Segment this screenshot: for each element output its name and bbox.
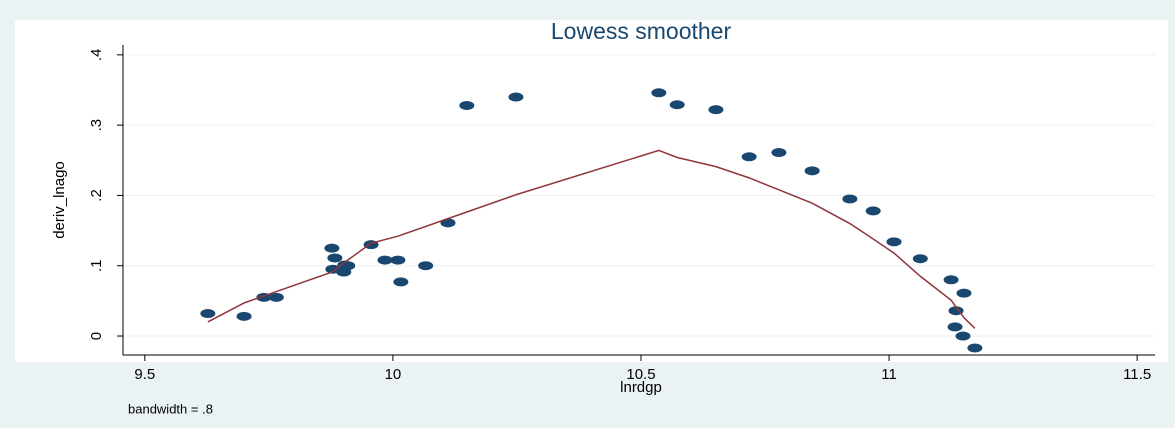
point xyxy=(741,152,757,162)
y-tick-label: .3 xyxy=(88,119,105,132)
point xyxy=(377,255,393,265)
x-tick-label: 11.5 xyxy=(1123,366,1151,383)
point xyxy=(804,166,820,176)
x-tick-label: 10.5 xyxy=(626,366,655,383)
point xyxy=(200,309,216,319)
point xyxy=(651,88,667,98)
y-tick-label: 0 xyxy=(88,332,105,340)
point xyxy=(324,243,340,253)
point xyxy=(947,322,963,332)
point xyxy=(943,275,959,285)
point xyxy=(955,331,971,341)
point xyxy=(390,255,406,265)
y-tick-label: .4 xyxy=(88,49,105,62)
y-tick-label: .1 xyxy=(88,259,105,272)
chart-title: Lowess smoother xyxy=(551,18,732,44)
x-tick-label: 9.5 xyxy=(134,366,155,383)
line xyxy=(207,149,976,329)
point xyxy=(669,100,685,110)
point xyxy=(508,92,524,102)
x-tick-label: 10 xyxy=(385,366,402,383)
point xyxy=(340,261,356,271)
point xyxy=(327,253,343,263)
point xyxy=(236,311,252,321)
y-axis-label: deriv_lnago xyxy=(51,161,68,239)
point xyxy=(967,343,983,353)
point xyxy=(886,237,902,247)
point xyxy=(708,105,724,115)
point xyxy=(393,277,409,287)
point xyxy=(956,288,972,298)
note: bandwidth = .8 xyxy=(128,401,213,416)
point xyxy=(268,292,284,302)
point xyxy=(771,148,787,158)
x-tick-label: 11 xyxy=(881,366,897,383)
point xyxy=(459,100,475,110)
point xyxy=(842,194,858,204)
point xyxy=(912,254,928,264)
plot-background xyxy=(15,20,1168,362)
x-axis-label: lnrdgp xyxy=(620,379,662,396)
point xyxy=(865,206,881,216)
y-tick-label: .2 xyxy=(88,189,105,202)
point xyxy=(418,261,434,271)
